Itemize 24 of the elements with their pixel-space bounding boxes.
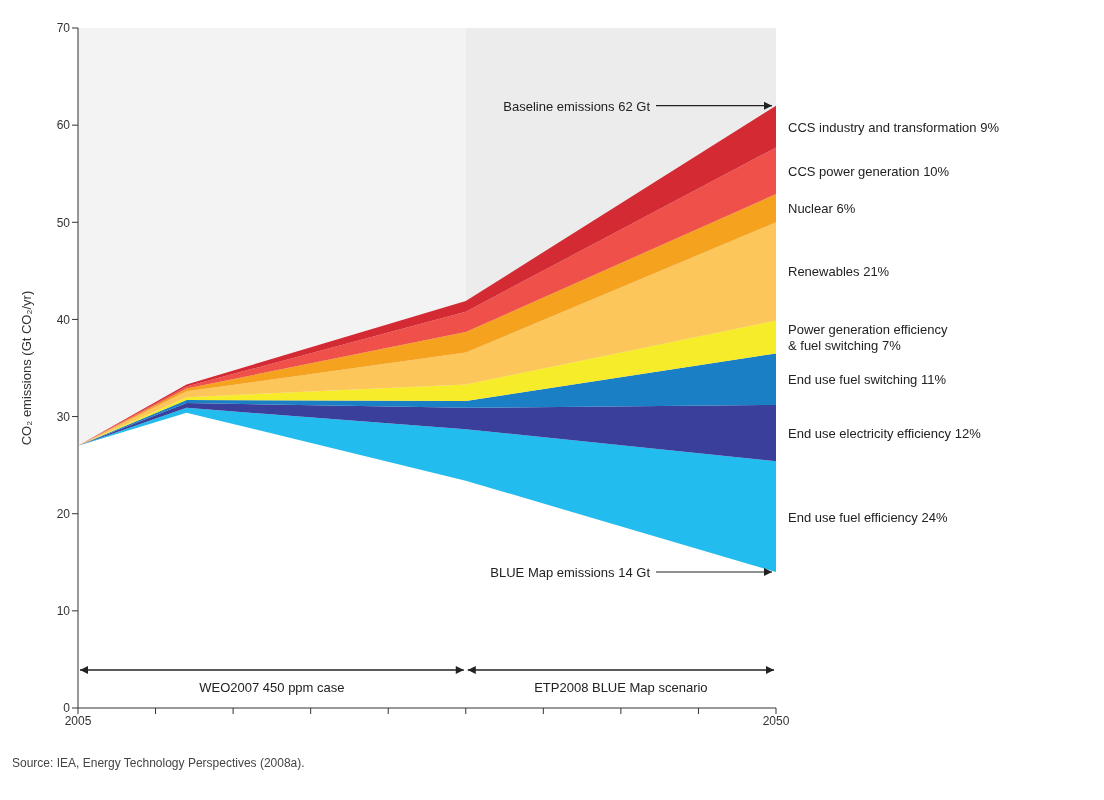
y-tick-label: 20 (56, 506, 71, 521)
series-label: CCS industry and transformation 9% (788, 119, 1000, 135)
series-label: Renewables 21% (788, 264, 890, 280)
y-tick-label: 0 (63, 701, 71, 716)
series-label: Power generation efficiency & fuel switching 7% (788, 321, 948, 353)
series-label: End use electricity efficiency 12% (788, 426, 982, 442)
annotation: BLUE Map emissions 14 Gt (490, 565, 651, 580)
y-tick-label: 40 (56, 312, 71, 327)
series-label: End use fuel switching 11% (788, 372, 947, 388)
y-tick-label: 70 (56, 21, 71, 36)
y-tick-label: 50 (56, 215, 71, 230)
source-note: Source: IEA, Energy Technology Perspectives (2008a). (12, 756, 306, 770)
series-label: End use fuel efficiency 24% (788, 509, 948, 525)
x-tick-label: 2050 (762, 713, 790, 728)
band-label: ETP2008 BLUE Map scenario (534, 680, 708, 695)
band-label: WEO2007 450 ppm case (199, 680, 345, 695)
series-label: CCS power generation 10% (788, 163, 950, 179)
series-label: Nuclear 6% (788, 201, 856, 217)
y-tick-label: 30 (56, 409, 71, 424)
annotation: Baseline emissions 62 Gt (503, 98, 651, 114)
y-tick-label: 60 (56, 118, 71, 133)
x-tick-label: 2005 (64, 713, 92, 728)
y-axis-title: CO₂ emissions (Gt CO₂/yr) (18, 290, 34, 446)
y-tick-label: 10 (56, 604, 71, 619)
